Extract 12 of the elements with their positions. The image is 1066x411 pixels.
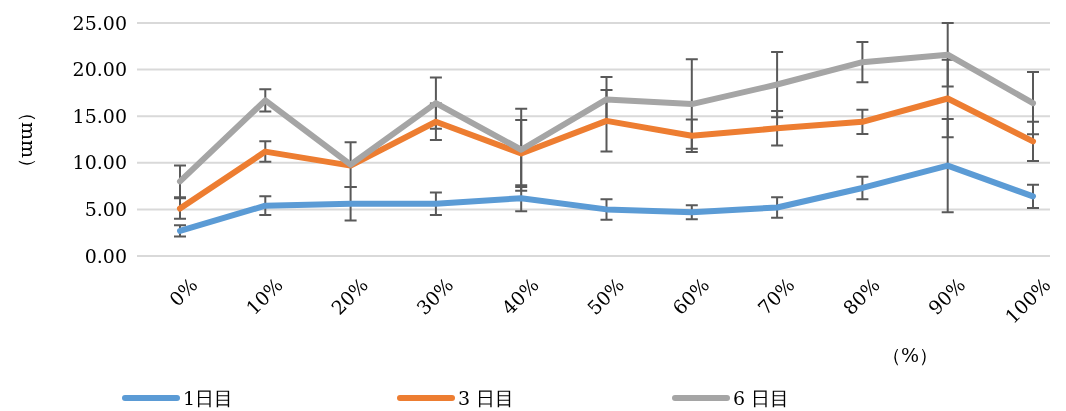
x-axis-title: （%） xyxy=(881,344,939,366)
x-tick-label: 0% xyxy=(164,273,202,311)
y-axis-title: （mm） xyxy=(18,102,40,178)
legend-label: 6 日目 xyxy=(733,387,790,409)
y-tick-label: 5.00 xyxy=(84,197,127,220)
y-tick-label: 25.00 xyxy=(72,11,127,34)
legend-label: 1日目 xyxy=(183,387,234,409)
y-tick-label: 20.00 xyxy=(72,58,127,81)
y-tick-label: 10.00 xyxy=(72,151,127,174)
y-tick-label: 15.00 xyxy=(72,104,127,127)
y-tick-label: 0.00 xyxy=(84,244,127,267)
legend-label: 3 日目 xyxy=(458,387,515,409)
